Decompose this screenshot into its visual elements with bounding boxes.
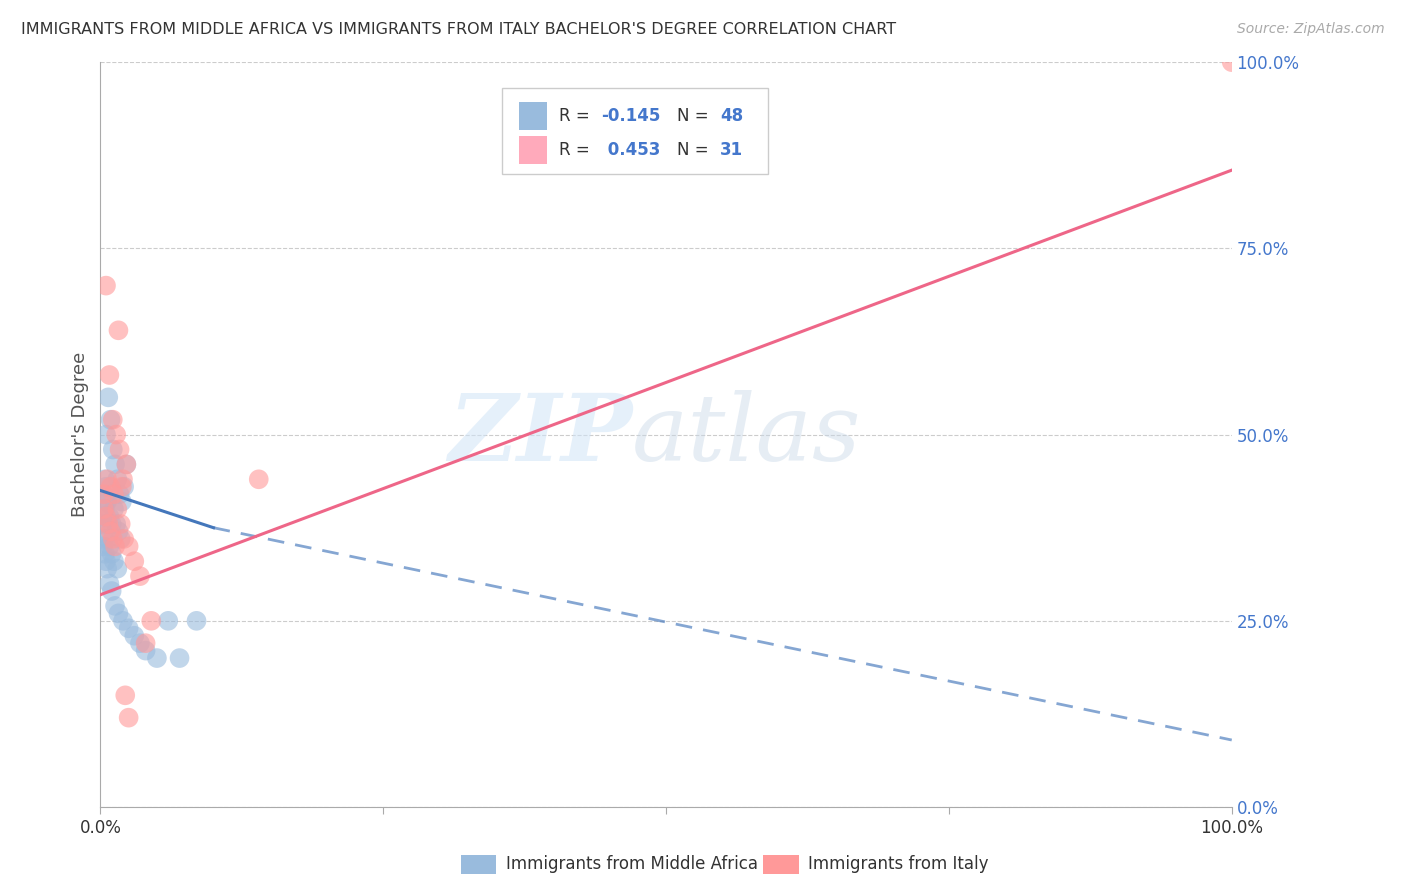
Text: N =: N = — [678, 107, 714, 125]
Point — [97, 532, 120, 546]
Point — [169, 651, 191, 665]
Point — [98, 509, 121, 524]
Point — [98, 539, 121, 553]
Point — [96, 562, 118, 576]
Point — [93, 509, 115, 524]
Point — [117, 711, 139, 725]
Text: 0.453: 0.453 — [602, 141, 659, 159]
Point — [91, 516, 114, 531]
Point — [135, 636, 157, 650]
Point — [129, 636, 152, 650]
Point — [94, 547, 117, 561]
Point — [107, 323, 129, 337]
Text: Immigrants from Italy: Immigrants from Italy — [808, 855, 988, 873]
Point — [103, 502, 125, 516]
Point — [186, 614, 208, 628]
Point — [91, 539, 114, 553]
Point — [146, 651, 169, 665]
Point — [93, 532, 115, 546]
Point — [93, 487, 115, 501]
Text: 48: 48 — [720, 107, 744, 125]
Point — [141, 614, 163, 628]
Text: -0.145: -0.145 — [602, 107, 661, 125]
Point — [114, 689, 136, 703]
Point — [100, 547, 122, 561]
Text: R =: R = — [558, 107, 595, 125]
Point — [101, 442, 124, 457]
FancyBboxPatch shape — [519, 102, 547, 130]
Point — [105, 427, 128, 442]
Point — [94, 480, 117, 494]
Point — [111, 494, 134, 508]
Text: R =: R = — [558, 141, 595, 159]
Point — [107, 524, 129, 539]
Point — [247, 472, 270, 486]
Point — [100, 516, 122, 531]
Text: atlas: atlas — [633, 390, 862, 480]
Point — [111, 614, 134, 628]
Point — [100, 584, 122, 599]
Point — [100, 480, 122, 494]
Point — [115, 458, 138, 472]
Point — [104, 539, 127, 553]
Point — [97, 516, 120, 531]
Point — [111, 480, 134, 494]
Point — [107, 607, 129, 621]
Text: 31: 31 — [720, 141, 744, 159]
Point — [105, 502, 128, 516]
Point — [98, 576, 121, 591]
FancyBboxPatch shape — [502, 88, 768, 174]
Point — [111, 472, 134, 486]
Text: IMMIGRANTS FROM MIDDLE AFRICA VS IMMIGRANTS FROM ITALY BACHELOR'S DEGREE CORRELA: IMMIGRANTS FROM MIDDLE AFRICA VS IMMIGRA… — [21, 22, 896, 37]
Point — [100, 413, 122, 427]
Point — [124, 629, 146, 643]
Point — [94, 554, 117, 568]
Point — [96, 494, 118, 508]
Point — [129, 569, 152, 583]
Text: Source: ZipAtlas.com: Source: ZipAtlas.com — [1237, 22, 1385, 37]
Point — [93, 502, 115, 516]
Point — [112, 532, 135, 546]
Text: ZIP: ZIP — [449, 390, 633, 480]
Text: N =: N = — [678, 141, 714, 159]
Point — [103, 554, 125, 568]
Point — [157, 614, 180, 628]
Point — [115, 458, 138, 472]
Point — [135, 643, 157, 657]
Point — [96, 516, 118, 531]
Point — [104, 599, 127, 613]
Point — [124, 554, 146, 568]
Point — [117, 621, 139, 635]
Y-axis label: Bachelor's Degree: Bachelor's Degree — [72, 352, 89, 517]
Point — [110, 516, 132, 531]
Point — [103, 487, 125, 501]
Point — [112, 480, 135, 494]
Point — [94, 427, 117, 442]
Point — [108, 442, 131, 457]
Point — [110, 532, 132, 546]
Point — [96, 472, 118, 486]
Point — [104, 458, 127, 472]
Point — [94, 472, 117, 486]
Point — [101, 413, 124, 427]
Text: Immigrants from Middle Africa: Immigrants from Middle Africa — [506, 855, 758, 873]
FancyBboxPatch shape — [519, 136, 547, 164]
Point — [100, 524, 122, 539]
Point — [101, 532, 124, 546]
Point — [105, 516, 128, 531]
Point — [1220, 55, 1243, 70]
Point — [94, 278, 117, 293]
Point — [93, 487, 115, 501]
Point — [94, 494, 117, 508]
Point — [98, 368, 121, 382]
Point — [117, 539, 139, 553]
Point — [108, 487, 131, 501]
Point — [94, 509, 117, 524]
Point — [105, 562, 128, 576]
Point — [97, 390, 120, 404]
Point — [105, 472, 128, 486]
Point — [94, 502, 117, 516]
